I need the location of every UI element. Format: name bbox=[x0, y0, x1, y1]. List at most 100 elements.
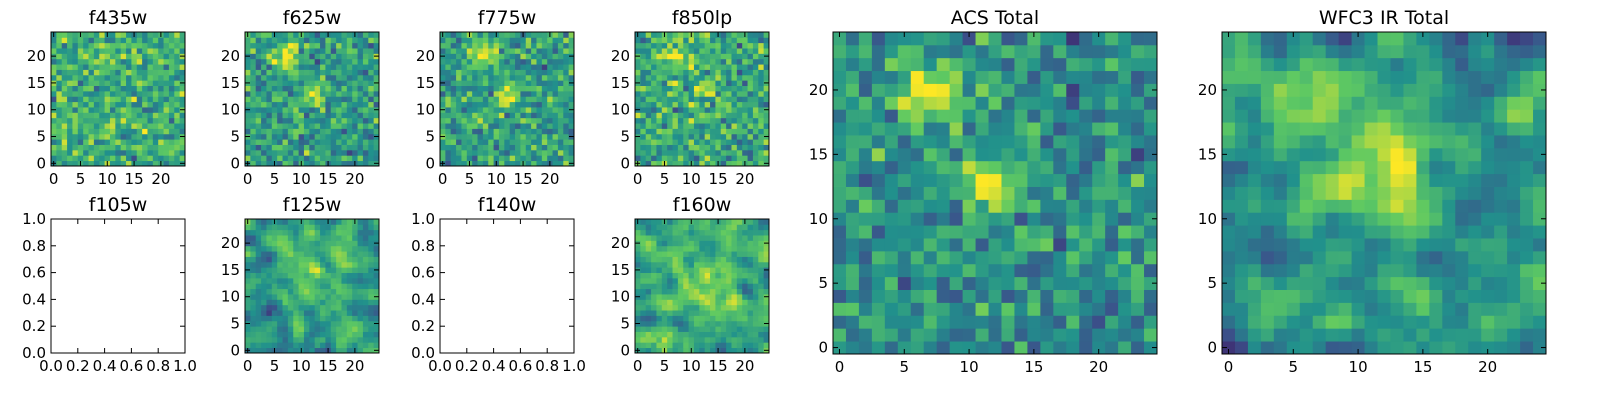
heatmap-cell bbox=[758, 320, 765, 327]
heatmap-cell bbox=[640, 42, 647, 49]
heatmap-cell bbox=[368, 299, 375, 306]
heatmap-cell bbox=[871, 276, 886, 290]
heatmap-cell bbox=[858, 96, 873, 110]
heatmap-cell bbox=[747, 155, 754, 162]
heatmap-cell bbox=[640, 267, 647, 273]
heatmap-cell bbox=[314, 336, 321, 343]
heatmap-cell bbox=[255, 304, 262, 311]
heatmap-cell bbox=[336, 139, 342, 145]
heatmap-cell bbox=[320, 267, 326, 273]
heatmap-cell bbox=[93, 64, 100, 70]
heatmap-cell bbox=[1442, 199, 1456, 213]
heatmap-cell bbox=[515, 101, 521, 108]
heatmap-cell bbox=[923, 109, 938, 123]
heatmap-cell bbox=[498, 101, 505, 108]
heatmap-cell bbox=[287, 155, 294, 162]
heatmap-cell bbox=[833, 83, 847, 97]
heatmap-cell bbox=[884, 250, 899, 265]
heatmap-cell bbox=[541, 80, 548, 86]
heatmap-cell bbox=[758, 139, 765, 145]
heatmap-cell bbox=[640, 304, 647, 311]
heatmap-cell bbox=[277, 326, 283, 332]
heatmap-cell bbox=[352, 149, 358, 156]
heatmap-cell bbox=[93, 107, 100, 113]
heatmap-cell bbox=[736, 315, 743, 322]
heatmap-cell bbox=[661, 96, 668, 103]
heatmap-cell bbox=[1105, 289, 1119, 303]
heatmap-cell bbox=[640, 96, 647, 103]
heatmap-cell bbox=[320, 90, 326, 97]
heatmap-cell bbox=[282, 267, 289, 273]
heatmap-cell bbox=[1014, 173, 1028, 187]
heatmap-cell bbox=[656, 347, 663, 354]
heatmap-cell bbox=[282, 48, 289, 54]
heatmap-cell bbox=[142, 90, 148, 97]
heatmap-cell bbox=[142, 37, 148, 44]
heatmap-cell bbox=[515, 107, 521, 113]
heatmap-cell bbox=[563, 139, 570, 145]
heatmap-cell bbox=[261, 32, 267, 38]
heatmap-cell bbox=[1027, 302, 1041, 316]
heatmap-cell bbox=[1014, 70, 1028, 84]
heatmap-cell bbox=[704, 85, 711, 92]
heatmap-cell bbox=[693, 256, 700, 263]
heatmap-cell bbox=[1118, 147, 1132, 162]
heatmap-cell bbox=[699, 117, 706, 124]
x-tick-label: 5 bbox=[465, 170, 475, 188]
heatmap-cell bbox=[346, 240, 353, 247]
heatmap-cell bbox=[152, 69, 159, 76]
heatmap-cell bbox=[672, 90, 679, 97]
heatmap-cell bbox=[699, 326, 706, 332]
heatmap-cell bbox=[1286, 289, 1301, 303]
heatmap-cell bbox=[635, 90, 641, 97]
heatmap-cell bbox=[1105, 44, 1119, 59]
heatmap-cell bbox=[747, 229, 754, 236]
heatmap-cell bbox=[104, 117, 111, 124]
heatmap-cell bbox=[266, 288, 273, 295]
heatmap-cell bbox=[688, 139, 695, 145]
heatmap-cell bbox=[1351, 341, 1365, 355]
heatmap-cell bbox=[346, 42, 353, 49]
heatmap-cell bbox=[1299, 341, 1314, 355]
heatmap-cell bbox=[726, 251, 732, 257]
heatmap-cell bbox=[346, 277, 353, 284]
heatmap-cell bbox=[373, 69, 380, 76]
heatmap-cell bbox=[661, 107, 668, 113]
heatmap-cell bbox=[104, 123, 111, 129]
heatmap-cell bbox=[1066, 57, 1080, 72]
heatmap-cell bbox=[1105, 238, 1119, 252]
heatmap-cell bbox=[758, 107, 765, 113]
heatmap-cell bbox=[450, 139, 457, 145]
heatmap-cell bbox=[509, 80, 516, 86]
heatmap-cell bbox=[261, 133, 267, 140]
heatmap-cell bbox=[472, 42, 478, 49]
heatmap-cell bbox=[752, 251, 759, 257]
heatmap-cell bbox=[93, 101, 100, 108]
heatmap-cell bbox=[651, 96, 657, 103]
heatmap-cell bbox=[726, 320, 732, 327]
heatmap-cell bbox=[293, 326, 299, 332]
heatmap-cell bbox=[742, 304, 748, 311]
heatmap-cell bbox=[1040, 57, 1054, 72]
heatmap-cell bbox=[736, 80, 743, 86]
heatmap-cell bbox=[693, 107, 700, 113]
heatmap-cell bbox=[563, 128, 570, 135]
heatmap-cell bbox=[330, 53, 337, 60]
heatmap-cell bbox=[357, 37, 364, 44]
heatmap-cell bbox=[179, 48, 186, 54]
heatmap-cell bbox=[99, 133, 105, 140]
heatmap-cell bbox=[357, 251, 364, 257]
y-tick-label: 0.6 bbox=[411, 264, 435, 282]
heatmap-cell bbox=[699, 320, 706, 327]
heatmap-cell bbox=[677, 160, 684, 167]
heatmap-cell bbox=[758, 235, 765, 241]
heatmap-cell bbox=[677, 117, 684, 124]
heatmap-cell bbox=[104, 64, 111, 70]
heatmap-cell bbox=[1494, 328, 1508, 342]
heatmap-cell bbox=[704, 128, 711, 135]
heatmap-cell bbox=[174, 37, 181, 44]
heatmap-cell bbox=[1040, 341, 1054, 355]
heatmap-cell bbox=[693, 229, 700, 236]
heatmap-cell bbox=[368, 229, 375, 236]
heatmap-cell bbox=[1001, 289, 1015, 303]
